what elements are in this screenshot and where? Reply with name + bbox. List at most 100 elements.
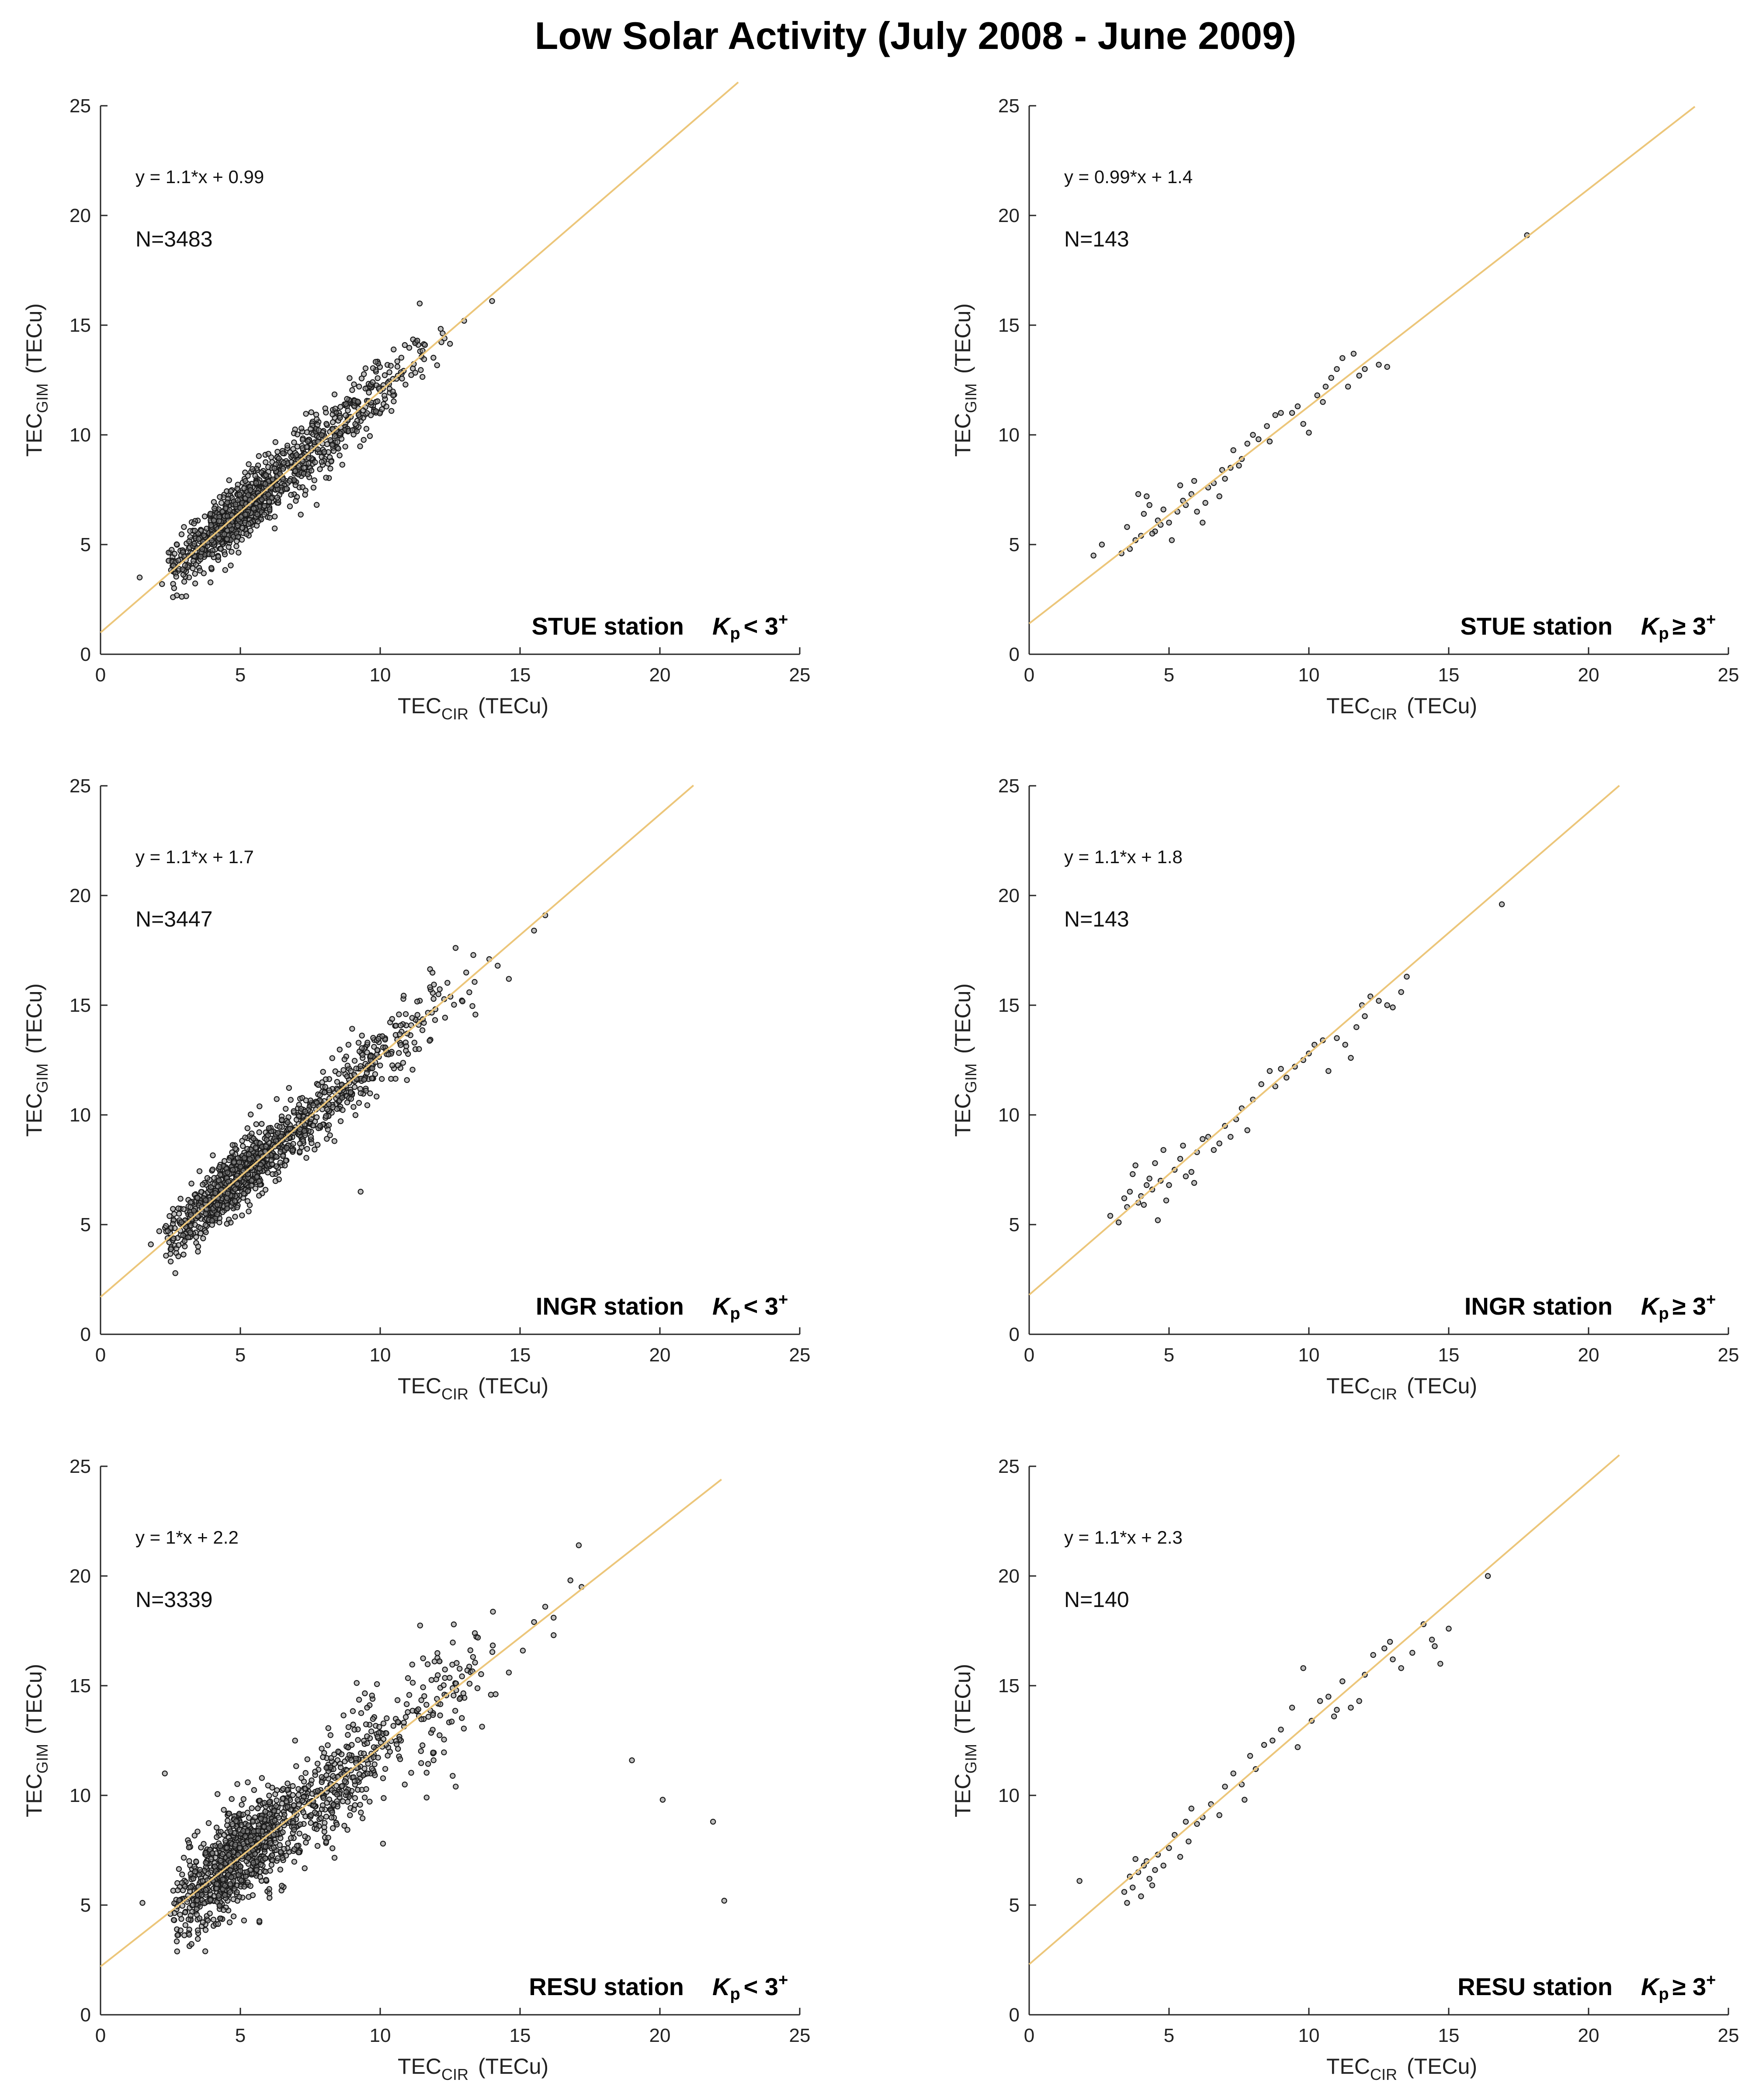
scatter-point: [172, 1270, 178, 1276]
scatter-point: [236, 491, 243, 498]
scatter-point: [255, 1828, 261, 1834]
scatter-point: [249, 1177, 255, 1184]
x-axis-label-sub: CIR: [1370, 1385, 1397, 1403]
scatter-point: [233, 1818, 239, 1824]
scatter-point: [431, 1658, 438, 1665]
x-axis-label-sub: CIR: [441, 2065, 468, 2083]
scatter-point: [238, 1878, 244, 1884]
scatter-point: [224, 1221, 230, 1227]
scatter-point: [1166, 1845, 1172, 1851]
scatter-point: [418, 1716, 424, 1722]
x-tick-label: 10: [1298, 1344, 1320, 1366]
scatter-point: [475, 1635, 481, 1641]
scatter-point: [175, 1253, 181, 1260]
scatter-point: [244, 1198, 251, 1204]
y-tick-label: 5: [80, 534, 91, 555]
scatter-point: [221, 1158, 228, 1164]
kp-threshold: < 3: [744, 612, 778, 640]
scatter-point: [1127, 546, 1133, 552]
scatter-point: [269, 1784, 275, 1791]
scatter-point: [224, 1845, 230, 1851]
scatter-point: [327, 454, 333, 460]
scatter-point: [452, 1708, 458, 1714]
scatter-point: [313, 502, 320, 508]
scatter-point: [199, 546, 205, 552]
scatter-point: [305, 471, 311, 477]
scatter-point: [448, 1718, 455, 1725]
scatter-point: [259, 496, 265, 503]
scatter-point: [192, 580, 198, 587]
scatter-point: [317, 1123, 323, 1129]
scatter-point: [337, 430, 343, 437]
scatter-point: [1345, 383, 1351, 390]
scatter-point: [211, 1175, 217, 1181]
scatter-point: [1146, 1876, 1152, 1882]
scatter-point: [1272, 1083, 1278, 1090]
scatter-point: [329, 1809, 335, 1815]
scatter-point: [202, 1850, 208, 1856]
x-tick-label: 10: [370, 664, 391, 686]
scatter-point: [418, 1760, 424, 1766]
scatter-point: [330, 411, 336, 418]
y-axis-label-sub: GIM: [962, 1063, 980, 1093]
scatter-point: [240, 1143, 246, 1149]
regression-equation: y = 0.99*x + 1.4: [1064, 167, 1193, 187]
scatter-point: [1141, 510, 1147, 517]
scatter-point: [399, 375, 405, 382]
scatter-point: [470, 1654, 476, 1660]
kp-plus: +: [1706, 1971, 1716, 1989]
scatter-point: [194, 1912, 200, 1918]
scatter-point: [425, 1761, 431, 1767]
scatter-point: [234, 1889, 240, 1895]
y-axis-label-sub: GIM: [962, 383, 980, 413]
scatter-point: [215, 1921, 221, 1927]
scatter-point: [344, 1799, 351, 1805]
scatter-point: [1163, 1198, 1169, 1204]
regression-equation: y = 1.1*x + 1.7: [135, 847, 254, 867]
scatter-point: [334, 1106, 340, 1112]
scatter-point: [343, 412, 349, 419]
scatter-point: [217, 1915, 223, 1922]
scatter-point: [394, 358, 400, 364]
x-axis-label-unit: (TECu): [1407, 694, 1477, 718]
scatter-point: [1314, 392, 1320, 399]
scatter-point: [403, 1043, 409, 1049]
scatter-point: [354, 428, 360, 434]
scatter-point: [262, 1187, 269, 1193]
scatter-point: [1149, 531, 1155, 537]
scatter-point: [1339, 355, 1346, 361]
scatter-point: [380, 1720, 387, 1726]
scatter-point: [175, 1887, 181, 1893]
y-tick-label: 5: [1009, 534, 1020, 555]
scatter-point: [293, 498, 299, 504]
scatter-point: [219, 1209, 226, 1215]
scatter-point: [274, 1797, 280, 1804]
scatter-point: [196, 1168, 203, 1174]
scatter-point: [290, 1141, 296, 1147]
scatter-point: [328, 1815, 335, 1821]
scatter-point: [232, 1145, 239, 1152]
x-tick-label: 0: [1024, 2025, 1034, 2046]
scatter-point: [322, 405, 329, 412]
scatter-point: [287, 503, 293, 510]
scatter-point: [451, 1621, 457, 1628]
scatter-point: [1219, 467, 1225, 473]
scatter-point: [427, 1038, 433, 1044]
scatter-point: [265, 491, 271, 498]
scatter-point: [309, 1777, 315, 1784]
scatter-point: [418, 1748, 424, 1754]
scatter-point: [299, 1798, 305, 1804]
scatter-point: [234, 1781, 240, 1787]
scatter-point: [329, 1055, 336, 1061]
scatter-point: [181, 524, 187, 530]
scatter-point: [229, 548, 235, 555]
kp-condition: Kp < 3+: [712, 1971, 788, 2003]
scatter-point: [178, 1219, 184, 1225]
scatter-point: [416, 1046, 422, 1052]
scatter-point: [334, 1791, 340, 1798]
scatter-point: [332, 406, 338, 412]
x-axis-label-sub: CIR: [441, 705, 468, 723]
y-tick-label: 0: [80, 1324, 91, 1345]
scatter-point: [201, 1900, 208, 1906]
scatter-point: [437, 1712, 443, 1718]
